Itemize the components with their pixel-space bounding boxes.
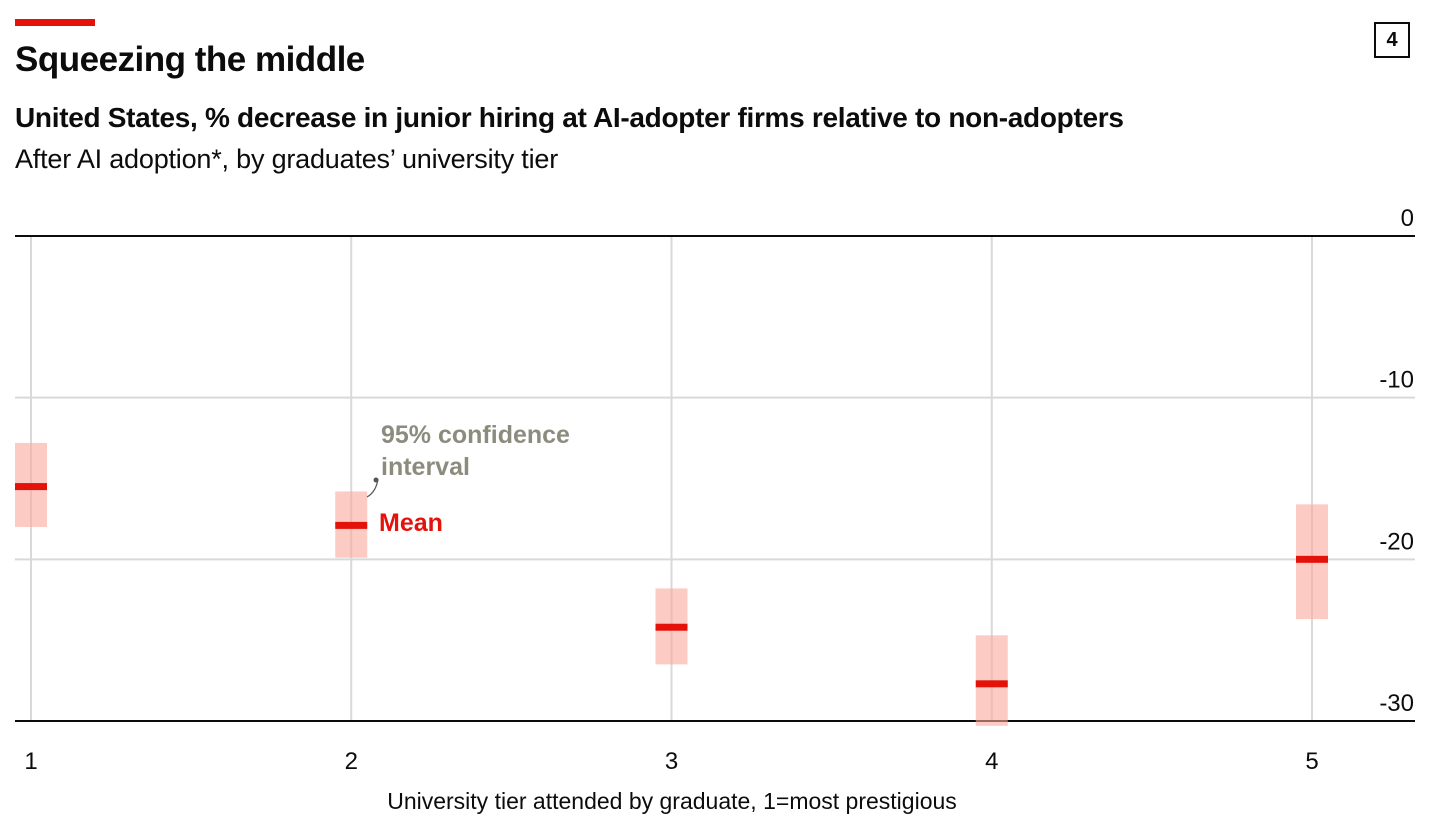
mean-markers bbox=[15, 483, 1328, 688]
y-tick-label: -10 bbox=[1379, 367, 1414, 394]
x-tick-labels: 1 2 3 4 5 bbox=[24, 748, 1318, 775]
ci-annotation: 95% confidence interval bbox=[366, 421, 570, 498]
brand-accent-bar bbox=[15, 19, 95, 26]
horizontal-gridlines bbox=[15, 235, 1415, 722]
mean-annotation-label: Mean bbox=[379, 509, 443, 537]
x-tick-label: 2 bbox=[345, 748, 358, 775]
mean-marker bbox=[335, 521, 368, 529]
ci-annotation-label: 95% confidence interval bbox=[381, 421, 570, 481]
x-axis-title: University tier attended by graduate, 1=… bbox=[387, 788, 957, 814]
chart-note: After AI adoption*, by graduates’ univer… bbox=[15, 144, 559, 174]
mean-marker bbox=[655, 623, 688, 631]
mean-marker bbox=[975, 680, 1008, 688]
mean-marker bbox=[1296, 555, 1328, 563]
x-tick-label: 3 bbox=[665, 748, 678, 775]
y-tick-labels: 0 -10 -20 -30 bbox=[1379, 205, 1414, 717]
y-tick-label: -20 bbox=[1379, 528, 1414, 555]
y-tick-label: -30 bbox=[1379, 690, 1414, 717]
x-tick-label: 1 bbox=[24, 748, 37, 775]
y-tick-label: 0 bbox=[1401, 205, 1414, 232]
ci-annotation-dot bbox=[373, 477, 379, 483]
x-tick-label: 5 bbox=[1305, 748, 1318, 775]
x-tick-label: 4 bbox=[985, 748, 998, 775]
chart-title: Squeezing the middle bbox=[15, 40, 365, 79]
chart-number-badge: 4 bbox=[1374, 22, 1410, 58]
chart-subtitle: United States, % decrease in junior hiri… bbox=[15, 102, 1124, 133]
mean-marker bbox=[15, 483, 47, 491]
